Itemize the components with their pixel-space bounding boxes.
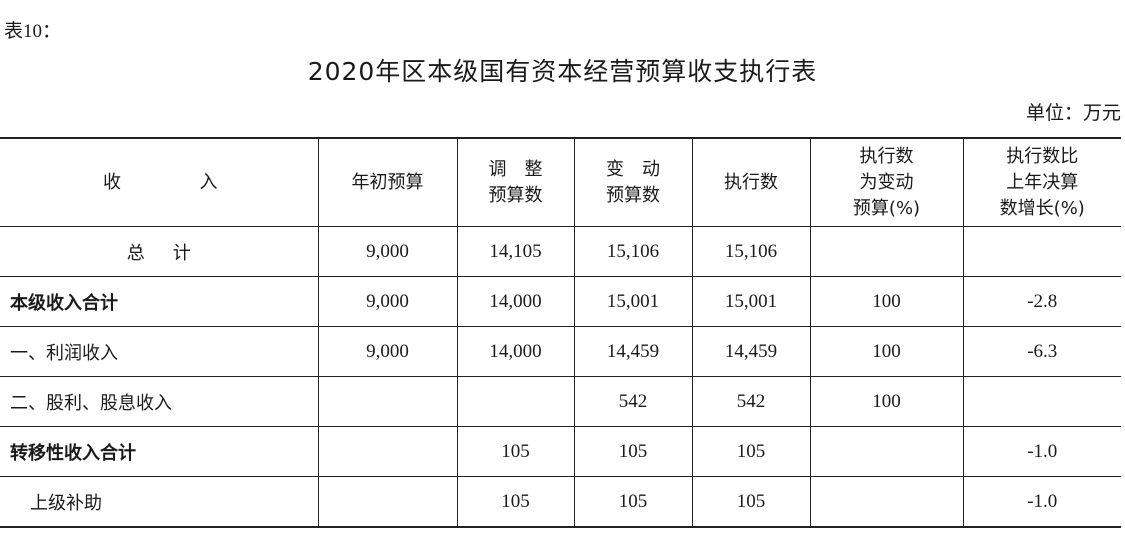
row-label: 上级补助	[0, 476, 319, 528]
cell-ratio	[809, 476, 964, 528]
cell-adjusted: 14,000	[456, 276, 575, 327]
cell-changed: 15,001	[573, 276, 693, 327]
header-ratio: 执行数 为变动 预算(%)	[809, 137, 964, 227]
cell-growth: -2.8	[962, 276, 1121, 327]
header-ratio-line2: 为变动	[859, 171, 914, 193]
header-adjusted-line1: 调 整	[488, 158, 543, 180]
cell-ratio	[809, 426, 964, 477]
header-changed-line2: 预算数	[606, 184, 660, 206]
table-row: 上级补助 105 105 105 -1.0	[0, 476, 1121, 528]
page-title: 2020年区本级国有资本经营预算收支执行表	[307, 57, 818, 86]
cell-executed: 542	[691, 376, 811, 427]
table-row: 本级收入合计 9,000 14,000 15,001 15,001 100 -2…	[0, 276, 1121, 327]
cell-ratio: 100	[809, 276, 964, 327]
header-initial-budget: 年初预算	[317, 137, 458, 227]
header-growth-line1: 执行数比	[1006, 145, 1079, 167]
cell-changed: 105	[573, 476, 693, 528]
header-growth-line3: 数增长(%)	[999, 197, 1085, 219]
cell-ratio: 100	[809, 326, 964, 377]
header-income-char-1: 收	[103, 171, 121, 193]
row-label: 二、股利、股息收入	[0, 376, 319, 427]
row-label: 转移性收入合计	[0, 426, 319, 477]
table-row: 一、利润收入 9,000 14,000 14,459 14,459 100 -6…	[0, 326, 1121, 377]
cell-ratio	[809, 226, 964, 277]
cell-executed: 14,459	[691, 326, 811, 377]
cell-growth	[962, 226, 1121, 277]
cell-changed: 105	[573, 426, 693, 477]
row-label: 本级收入合计	[0, 276, 319, 327]
cell-growth	[962, 376, 1121, 427]
cell-growth: -6.3	[962, 326, 1121, 377]
cell-executed: 15,106	[691, 226, 811, 277]
cell-growth: -1.0	[962, 476, 1121, 528]
header-adjusted-line2: 预算数	[488, 184, 543, 206]
cell-initial	[317, 426, 458, 477]
header-ratio-line1: 执行数	[859, 145, 914, 167]
cell-initial: 9,000	[317, 326, 458, 377]
table-row: 二、股利、股息收入 542 542 100	[0, 376, 1121, 427]
header-growth-line2: 上年决算	[1006, 171, 1079, 193]
budget-table: 收 入 年初预算 调 整 预算数 变 动 预算数 执行数 执行数 为变动 预算(…	[0, 137, 1121, 528]
cell-initial	[317, 476, 458, 528]
cell-initial: 9,000	[317, 226, 458, 277]
cell-changed: 542	[573, 376, 693, 427]
cell-growth: -1.0	[962, 426, 1121, 477]
cell-adjusted: 105	[456, 476, 575, 528]
header-adjusted-budget: 调 整 预算数	[456, 137, 575, 227]
cell-adjusted: 105	[456, 426, 575, 477]
total-label-char-1: 总	[126, 242, 145, 264]
cell-ratio: 100	[809, 376, 964, 427]
cell-initial: 9,000	[317, 276, 458, 327]
cell-changed: 15,106	[573, 226, 693, 277]
header-executed: 执行数	[691, 137, 811, 227]
table-header-row: 收 入 年初预算 调 整 预算数 变 动 预算数 执行数 执行数 为变动 预算(…	[0, 137, 1121, 227]
cell-adjusted: 14,105	[456, 226, 575, 277]
cell-executed: 105	[691, 426, 811, 477]
header-income: 收 入	[0, 137, 319, 227]
row-label: 一、利润收入	[0, 326, 319, 377]
unit-label: 单位：万元	[1025, 103, 1121, 124]
cell-adjusted: 14,000	[456, 326, 575, 377]
header-changed-line1: 变 动	[606, 158, 660, 180]
table-row-total: 总 计 9,000 14,105 15,106 15,106	[0, 226, 1121, 277]
cell-changed: 14,459	[573, 326, 693, 377]
cell-executed: 105	[691, 476, 811, 528]
cell-adjusted	[456, 376, 575, 427]
cell-executed: 15,001	[691, 276, 811, 327]
row-label: 总 计	[0, 226, 319, 277]
header-ratio-line3: 预算(%)	[852, 197, 921, 219]
table-number: 表10：	[4, 21, 62, 42]
header-income-char-2: 入	[199, 171, 218, 193]
table-row: 转移性收入合计 105 105 105 -1.0	[0, 426, 1121, 477]
header-changed-budget: 变 动 预算数	[573, 137, 693, 227]
header-growth: 执行数比 上年决算 数增长(%)	[962, 137, 1121, 227]
cell-initial	[317, 376, 458, 427]
total-label-char-2: 计	[172, 242, 191, 264]
